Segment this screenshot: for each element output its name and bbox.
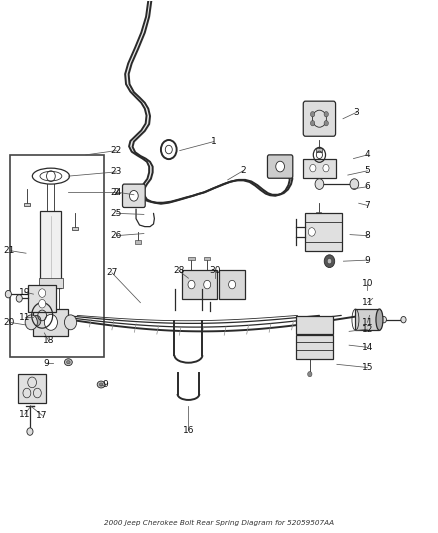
Circle shape [229, 280, 236, 289]
Circle shape [204, 280, 211, 289]
Bar [11, 155, 104, 357]
Circle shape [401, 317, 406, 323]
Bar [219, 270, 245, 299]
Circle shape [44, 314, 57, 330]
Bar [204, 257, 210, 261]
Text: 12: 12 [362, 325, 373, 334]
Circle shape [307, 372, 312, 377]
Text: 4: 4 [365, 150, 370, 159]
Text: 19: 19 [19, 287, 31, 296]
Circle shape [324, 120, 328, 126]
Ellipse shape [64, 359, 72, 366]
Text: 11: 11 [362, 318, 373, 327]
Text: 9: 9 [102, 380, 108, 389]
Circle shape [27, 428, 33, 435]
Text: 24: 24 [111, 188, 122, 197]
Text: 22: 22 [111, 146, 122, 155]
Ellipse shape [376, 309, 383, 330]
Circle shape [381, 317, 386, 323]
Text: 25: 25 [111, 209, 122, 218]
Bar [305, 213, 343, 251]
Circle shape [323, 165, 329, 172]
Text: 11: 11 [19, 312, 31, 321]
Text: 18: 18 [43, 336, 54, 345]
Bar [188, 257, 194, 261]
Text: 11: 11 [19, 410, 31, 419]
Text: 23: 23 [111, 167, 122, 176]
Text: 1: 1 [211, 137, 217, 146]
Ellipse shape [67, 361, 70, 364]
Circle shape [327, 259, 332, 264]
Circle shape [130, 190, 138, 201]
Circle shape [25, 315, 37, 330]
Text: 3: 3 [353, 108, 360, 117]
Bar [303, 159, 336, 177]
Text: 15: 15 [362, 363, 373, 372]
Bar [33, 309, 68, 336]
FancyBboxPatch shape [268, 155, 293, 178]
Circle shape [324, 111, 328, 117]
Bar [72, 227, 78, 230]
Circle shape [32, 316, 41, 326]
Bar [24, 203, 29, 206]
Text: 16: 16 [183, 426, 194, 435]
FancyBboxPatch shape [123, 184, 145, 207]
Circle shape [16, 295, 22, 302]
Circle shape [39, 289, 46, 297]
Text: 6: 6 [364, 182, 370, 191]
Bar [28, 285, 57, 312]
Text: 8: 8 [364, 231, 370, 240]
Bar [296, 335, 333, 359]
Ellipse shape [97, 381, 105, 388]
Bar [316, 148, 322, 152]
Text: 28: 28 [173, 266, 184, 275]
Bar [18, 374, 46, 403]
Bar [356, 309, 379, 330]
Circle shape [308, 228, 315, 236]
Ellipse shape [99, 383, 103, 386]
Circle shape [311, 120, 315, 126]
Bar [296, 316, 333, 334]
Bar [40, 211, 61, 288]
Text: 2000 Jeep Cherokee Bolt Rear Spring Diagram for 52059507AA: 2000 Jeep Cherokee Bolt Rear Spring Diag… [104, 520, 334, 526]
Bar [135, 240, 141, 244]
Text: 17: 17 [36, 411, 48, 420]
Text: 10: 10 [362, 279, 373, 288]
Text: 26: 26 [111, 231, 122, 240]
Text: 27: 27 [106, 269, 118, 277]
Text: 5: 5 [364, 166, 370, 175]
Text: 21: 21 [4, 246, 15, 255]
Text: 9: 9 [44, 359, 49, 368]
Text: 2: 2 [113, 188, 119, 197]
Circle shape [188, 280, 195, 289]
Text: 30: 30 [209, 266, 220, 275]
Text: 11: 11 [362, 298, 373, 307]
Circle shape [311, 111, 315, 117]
Circle shape [315, 179, 324, 189]
Text: 14: 14 [362, 343, 373, 352]
Text: 20: 20 [4, 318, 15, 327]
Circle shape [39, 300, 46, 308]
Circle shape [5, 290, 11, 298]
Text: 9: 9 [364, 256, 370, 264]
Bar [39, 278, 63, 288]
Bar [182, 270, 217, 299]
Text: 2: 2 [240, 166, 246, 175]
Circle shape [64, 315, 77, 330]
Circle shape [310, 165, 316, 172]
Circle shape [276, 161, 285, 172]
Bar [316, 212, 321, 214]
Text: 7: 7 [364, 201, 370, 210]
Circle shape [324, 255, 335, 268]
FancyBboxPatch shape [303, 101, 336, 136]
Circle shape [350, 179, 359, 189]
